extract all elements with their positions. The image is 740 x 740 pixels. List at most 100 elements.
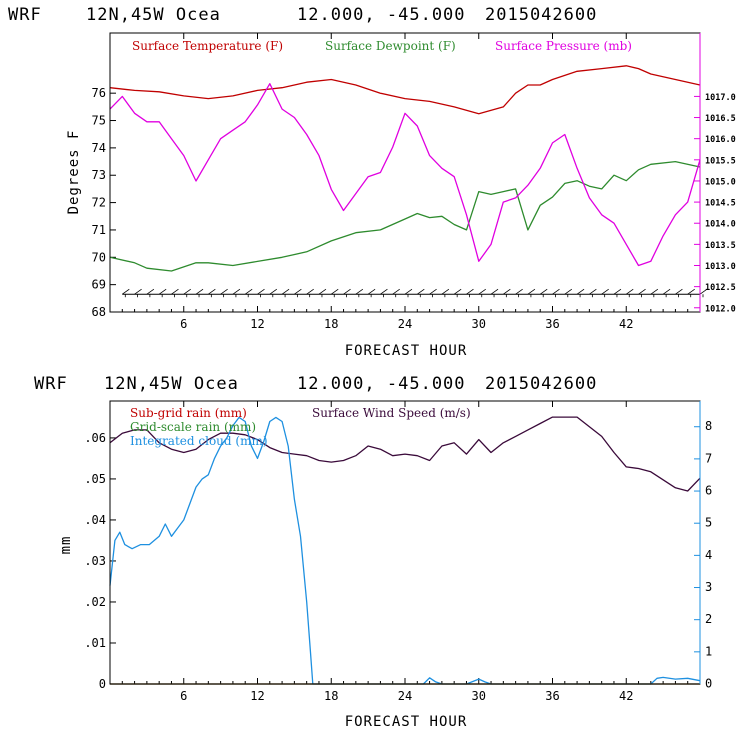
wind-barb	[171, 288, 179, 295]
y-left-tick-label: 76	[92, 86, 106, 100]
y-right-tick-label: 1014.0	[705, 220, 736, 230]
y-right-tick-label: 6	[705, 484, 712, 498]
y-right-tick-label: 1013.5	[705, 241, 736, 251]
wind-barb	[662, 288, 671, 295]
y-left-tick-label: 69	[92, 278, 106, 292]
wind-barb	[478, 288, 486, 295]
panel-1-title-coords: 12.000, -45.000	[297, 5, 466, 25]
y-right-tick-label: 3	[705, 580, 712, 594]
y-left-tick-label: 0	[99, 677, 106, 691]
wind-barb	[638, 288, 646, 295]
series-surface-dewpoint-f	[109, 160, 701, 272]
y-left-tick-label: .04	[84, 513, 106, 527]
y-left-tick-label: 74	[92, 141, 106, 155]
wind-barb	[515, 288, 523, 295]
x-tick-label: 36	[545, 689, 559, 703]
wind-barb	[257, 288, 265, 295]
y-right-tick-label: 1	[705, 644, 712, 658]
x-tick-label: 30	[472, 689, 486, 703]
x-tick-label: 42	[619, 689, 633, 703]
wind-barb	[417, 288, 425, 295]
wind-barb	[355, 288, 364, 295]
wind-barb	[601, 288, 609, 295]
y-left-tick-label: 70	[92, 250, 106, 264]
panel-1-title-location: 12N,45W Ocea	[86, 5, 221, 25]
wind-barb	[306, 288, 314, 295]
wind-barb	[404, 288, 413, 295]
y-right-tick-label: 1015.5	[705, 156, 736, 166]
wind-barb	[441, 288, 450, 295]
panel-1-title-date: 2015042600	[485, 5, 597, 25]
y-right-tick-label: 1015.0	[705, 177, 736, 187]
wind-barb	[626, 288, 634, 295]
wind-barb	[453, 288, 462, 295]
y-right-tick-label: 1012.0	[705, 304, 736, 314]
y-left-tick-label: .01	[84, 636, 106, 650]
wind-barb	[552, 288, 560, 295]
legend-surface-wind-speed: Surface Wind Speed (m/s)	[312, 406, 471, 420]
wind-barb	[367, 288, 376, 295]
series-surface-pressure-mb	[109, 83, 701, 267]
wind-barb	[195, 288, 204, 295]
y-right-tick-label: 1014.5	[705, 199, 736, 209]
panel-temperature: WRF 12N,45W Ocea 12.000, -45.000 2015042…	[8, 5, 736, 359]
y-left-tick-label: 68	[92, 305, 106, 319]
series-integrated-cloud-mm	[109, 416, 701, 685]
wind-barb	[613, 288, 622, 295]
y-left-tick-label: .05	[84, 472, 106, 486]
y-right-tick-label: 5	[705, 516, 712, 530]
y-right-tick-label: 1012.5	[705, 283, 736, 293]
wind-barb	[269, 288, 278, 295]
panel-precipitation: WRF 12N,45W Ocea 12.000, -45.000 2015042…	[34, 374, 712, 730]
x-tick-label: 6	[180, 317, 187, 331]
y-right-tick-label: 1016.0	[705, 135, 736, 145]
wind-barb	[294, 288, 302, 295]
legend-surface-pressure: Surface Pressure (mb)	[495, 39, 632, 53]
y-right-tick-label: 8	[705, 419, 712, 433]
y-left-tick-label: .03	[84, 554, 106, 568]
wind-barb	[244, 288, 253, 295]
wind-barb	[687, 288, 695, 295]
wind-barb	[134, 288, 142, 295]
wind-barb	[650, 288, 659, 295]
wind-barb	[503, 288, 511, 295]
legend-integrated-cloud: Integrated cloud (mm)	[130, 434, 268, 448]
y-left-tick-label: .02	[84, 595, 106, 609]
wind-barb	[331, 288, 339, 295]
panel-1-ylabel: Degrees F	[66, 130, 82, 215]
wind-barb	[675, 288, 683, 295]
y-right-tick-label: 7	[705, 451, 712, 465]
x-tick-label: 36	[545, 317, 559, 331]
y-left-tick-label: 75	[92, 114, 106, 128]
y-right-tick-label: 2	[705, 612, 712, 626]
panel-2-title-coords: 12.000, -45.000	[297, 374, 466, 394]
wind-barb	[564, 288, 573, 295]
legend-grid-scale-rain: Grid-scale rain (mm)	[130, 420, 256, 434]
wind-barb	[392, 288, 400, 295]
wind-barb	[318, 288, 327, 295]
wind-barb	[220, 288, 228, 295]
panel-2-ylabel: mm	[58, 536, 74, 555]
wind-barb	[343, 288, 351, 295]
panel-1-plot-area: 6 12 18 24 30 36 42 68 69 70 71 72 73 74 75 76 1012.0 101…	[92, 33, 736, 331]
y-left-tick-label: 71	[92, 223, 106, 237]
y-right-tick-label: 1016.5	[705, 114, 736, 124]
wind-barb	[429, 288, 437, 295]
x-tick-label: 18	[324, 689, 338, 703]
wind-barb	[122, 288, 130, 295]
panel-2-title-location: 12N,45W Ocea	[104, 374, 239, 394]
x-tick-label: 12	[250, 317, 264, 331]
wind-barb	[281, 288, 290, 295]
wind-barb	[699, 288, 708, 295]
x-tick-label: 24	[398, 689, 412, 703]
wind-barb	[380, 288, 388, 295]
wind-barb	[589, 288, 597, 295]
panel-1-title-model: WRF	[8, 5, 42, 25]
legend-surface-temperature: Surface Temperature (F)	[132, 39, 283, 53]
x-tick-label: 6	[180, 689, 187, 703]
panel-2-title-date: 2015042600	[485, 374, 597, 394]
wind-barb	[490, 288, 499, 295]
series-surface-temperature-f	[109, 65, 701, 115]
y-left-tick-label: 73	[92, 168, 106, 182]
